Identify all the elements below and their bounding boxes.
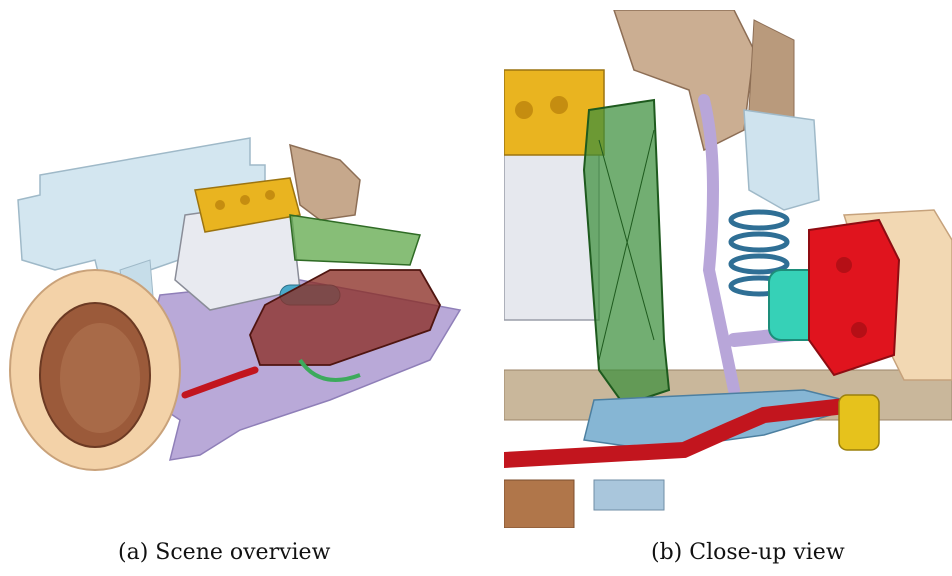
stabilizer-bar — [181, 366, 259, 399]
scene-overview-image — [0, 120, 470, 500]
cylinder-head — [194, 177, 301, 233]
battery-cover — [249, 269, 441, 366]
rear-bracket — [289, 143, 361, 221]
close-up-image — [504, 10, 952, 528]
frame-panel — [743, 109, 820, 211]
upper-bracket — [613, 10, 755, 152]
circuit-board — [289, 214, 421, 266]
coil-spring — [728, 209, 790, 297]
radiator — [582, 98, 671, 407]
caption-scene-overview: (a) Scene overview — [118, 540, 331, 565]
brake-caliper — [808, 218, 901, 377]
scene-overview-render — [9, 137, 462, 471]
caption-close-up-view: (b) Close-up view — [651, 540, 845, 565]
close-up-render — [504, 10, 952, 528]
stabilizer-bar — [504, 397, 862, 468]
bushing — [838, 394, 880, 451]
